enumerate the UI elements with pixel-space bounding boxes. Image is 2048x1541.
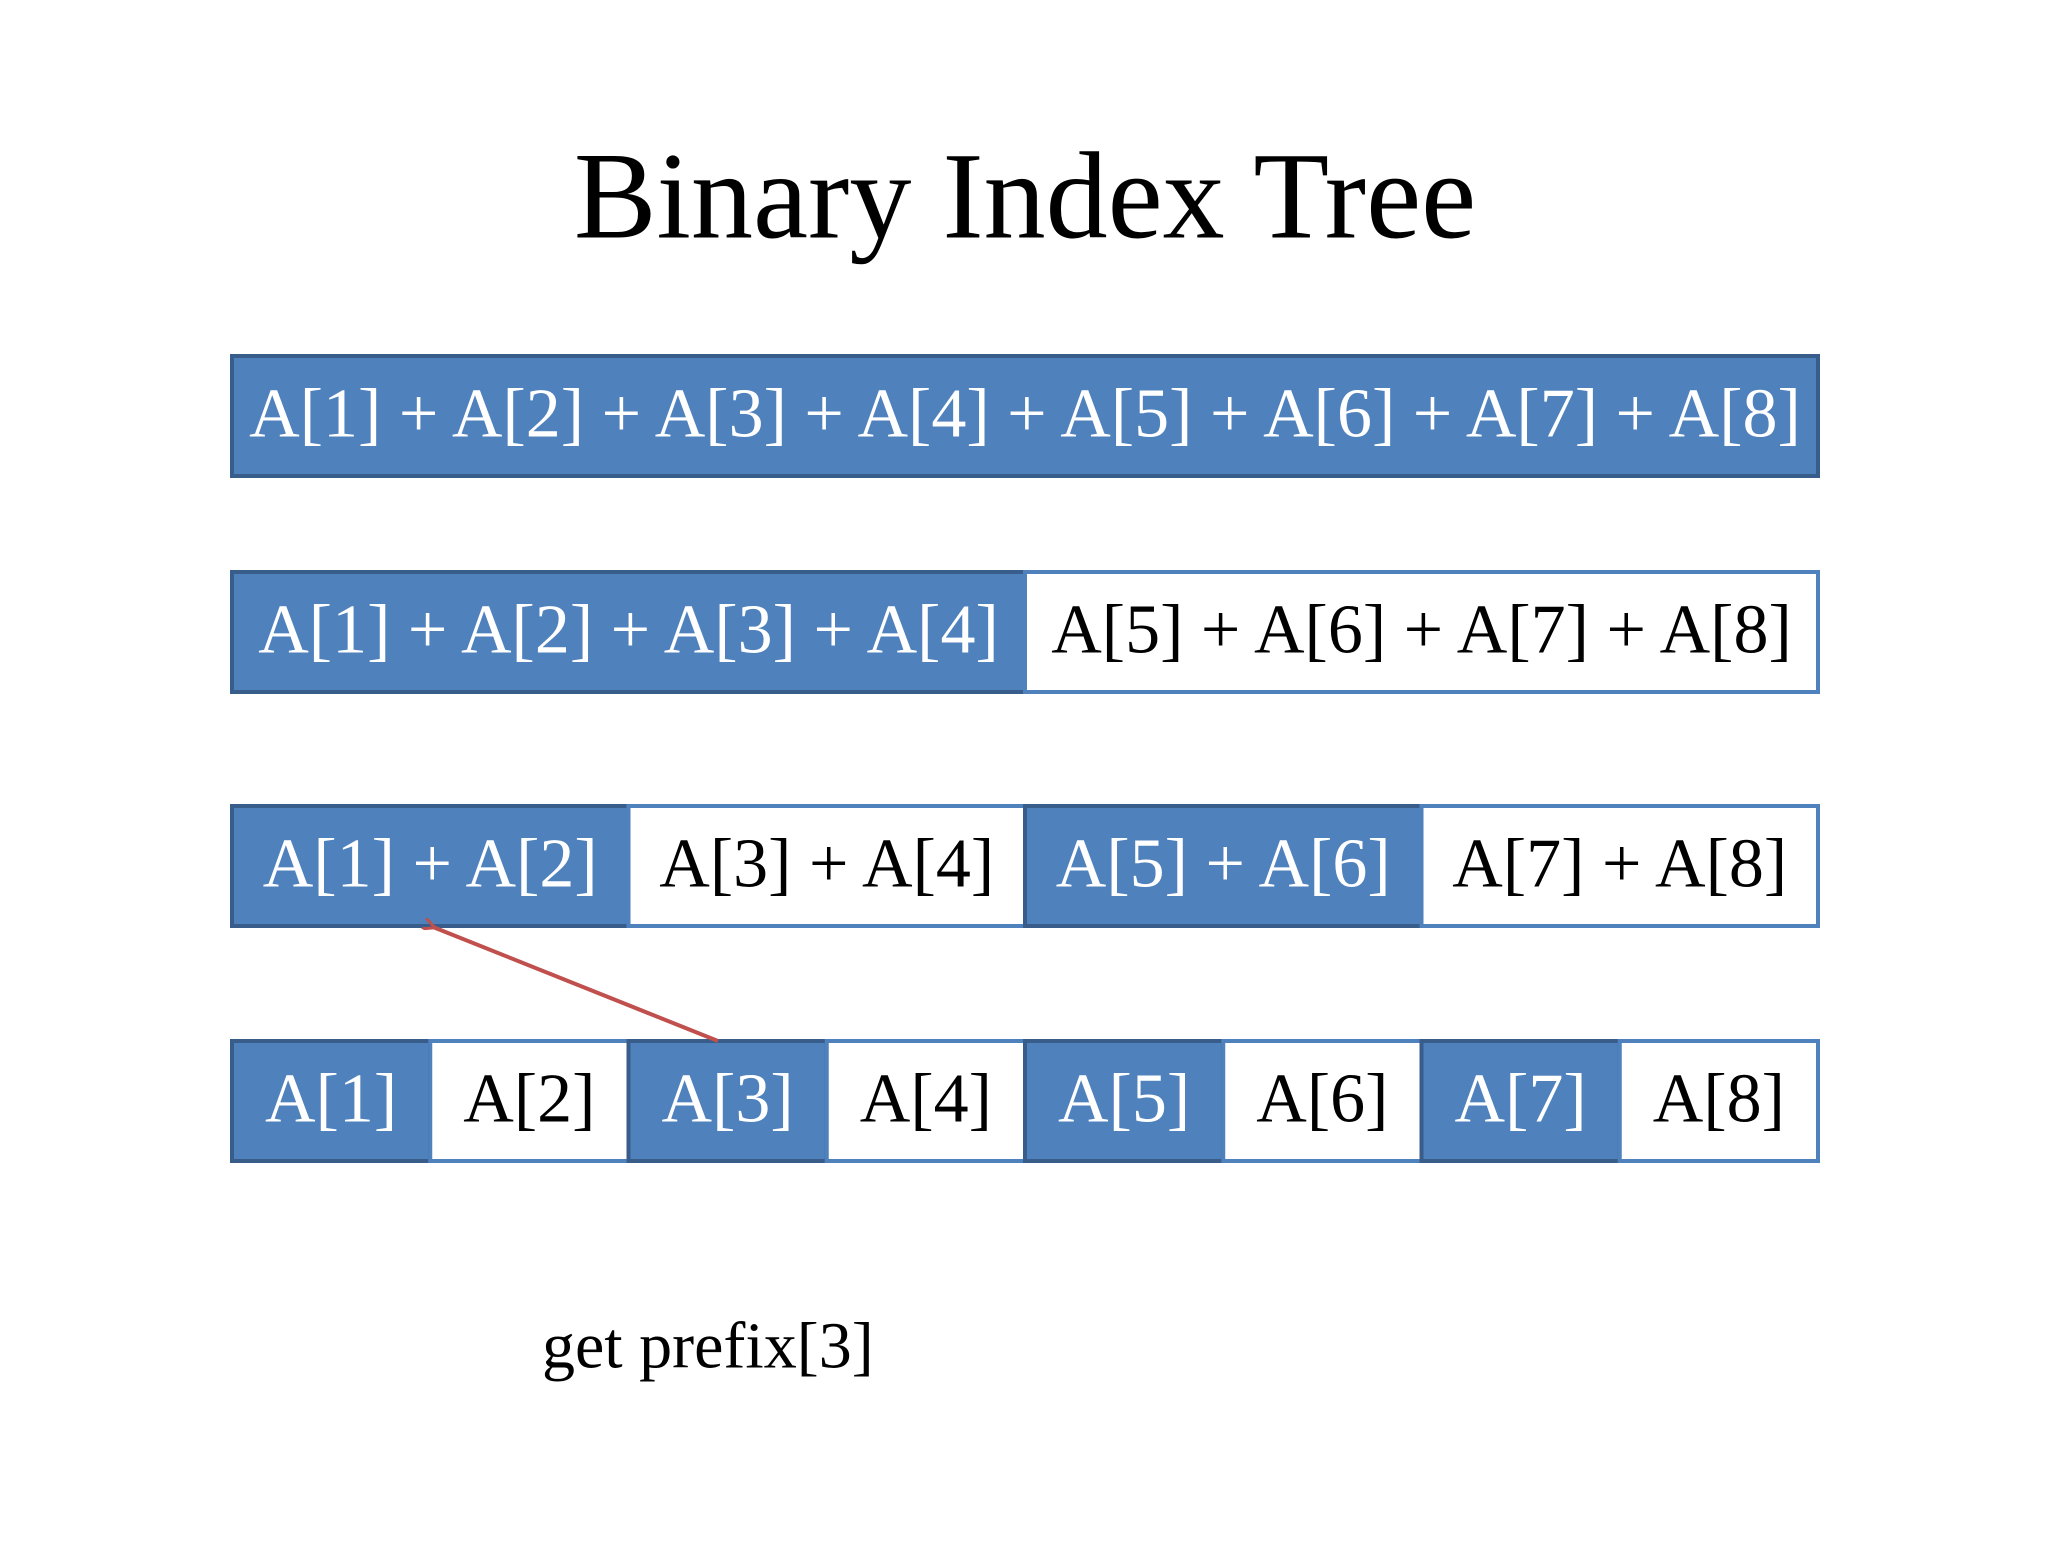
cell-label: A[5]: [1058, 1061, 1190, 1138]
empty-cell: [1419, 804, 1820, 928]
filled-cell: [1419, 1039, 1622, 1163]
cell-label: A[7] + A[8]: [1452, 826, 1787, 903]
cell-label: A[3]: [662, 1061, 794, 1138]
empty-cell: [1221, 1039, 1424, 1163]
filled-cell: [230, 570, 1027, 694]
row: A[1] A[2] A[3] A[4] A[5] A[6] A[7] A[8]: [230, 1039, 1820, 1163]
cell-label: A[5] + A[6] + A[7] + A[8]: [1051, 592, 1792, 669]
cell-label: A[6]: [1256, 1061, 1388, 1138]
cell-label: A[1] + A[2] + A[3] + A[4] + A[5] + A[6] …: [249, 376, 1801, 453]
filled-cell: [626, 1039, 829, 1163]
arrow: [433, 927, 719, 1043]
cell-label: A[2]: [463, 1061, 595, 1138]
title: Binary Index Tree: [574, 128, 1476, 265]
filled-cell: [230, 1039, 433, 1163]
row: A[1] + A[2] A[3] + A[4] A[5] + A[6] A[7] + …: [230, 804, 1820, 928]
cell-label: A[5] + A[6]: [1056, 826, 1391, 903]
empty-cell: [1617, 1039, 1820, 1163]
tree-rows: A[1] + A[2] + A[3] + A[4] + A[5] + A[6] …: [230, 354, 1820, 1163]
empty-cell: [428, 1039, 631, 1163]
cell-label: A[4]: [860, 1061, 992, 1138]
filled-cell: [230, 354, 1820, 478]
empty-cell: [626, 804, 1027, 928]
cell-label: A[7]: [1455, 1061, 1587, 1138]
row: A[1] + A[2] + A[3] + A[4] A[5] + A[6] + A…: [230, 570, 1820, 694]
cell-label: A[1]: [265, 1061, 397, 1138]
filled-cell: [1023, 804, 1424, 928]
cell-label: A[1] + A[2] + A[3] + A[4]: [258, 592, 999, 669]
empty-cell: [1023, 570, 1820, 694]
cell-label: A[8]: [1653, 1061, 1785, 1138]
filled-cell: [1023, 1039, 1226, 1163]
caption: get prefix[3]: [542, 1310, 874, 1383]
cell-label: A[1] + A[2]: [263, 826, 598, 903]
cell-label: A[3] + A[4]: [659, 826, 994, 903]
row: A[1] + A[2] + A[3] + A[4] + A[5] + A[6] …: [230, 354, 1820, 478]
